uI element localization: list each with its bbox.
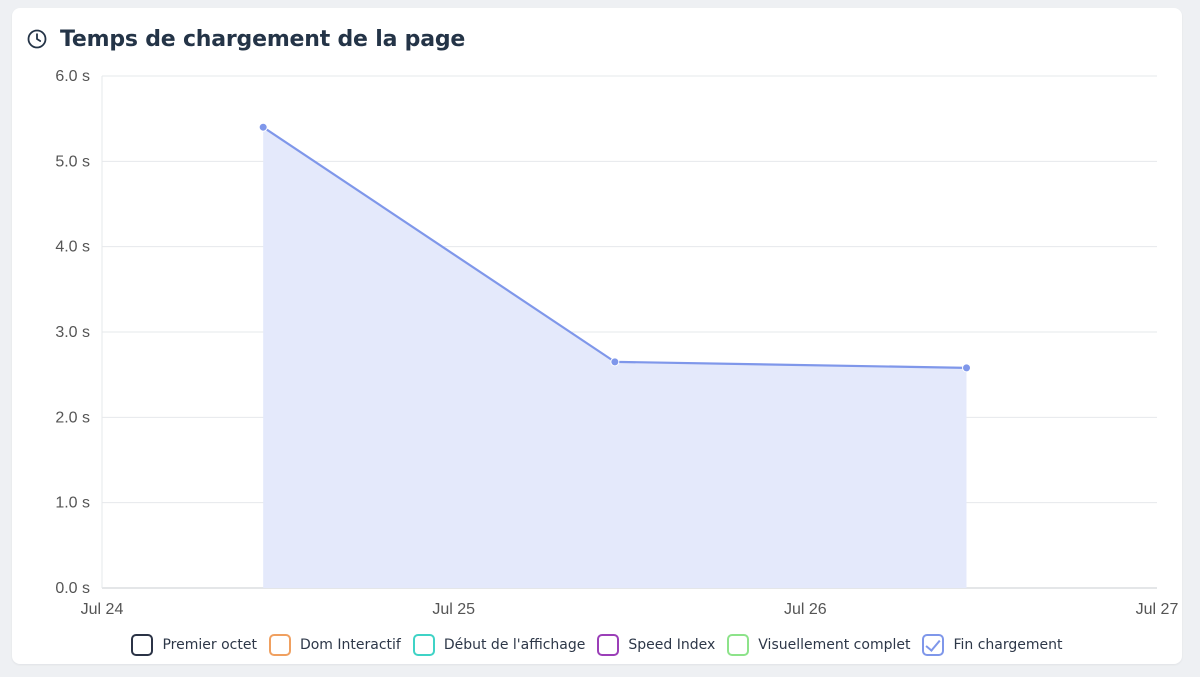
chart-card: Temps de chargement de la page 0.0 s 1.0 … — [12, 8, 1182, 664]
y-tick-label: 2.0 s — [55, 409, 90, 426]
legend-item[interactable]: Début de l'affichage — [412, 634, 586, 656]
data-point — [258, 122, 268, 132]
legend-item[interactable]: Dom Interactif — [268, 634, 401, 656]
legend-label: Visuellement complet — [758, 637, 911, 653]
legend-label: Fin chargement — [953, 637, 1063, 653]
chart-title: Temps de chargement de la page — [60, 26, 466, 52]
legend-label: Speed Index — [628, 637, 716, 653]
legend-item[interactable]: Speed Index — [597, 634, 715, 656]
checkbox-icon[interactable] — [597, 634, 620, 656]
legend-item[interactable]: Fin chargement — [922, 634, 1063, 656]
data-point — [962, 363, 972, 373]
checkbox-icon[interactable] — [412, 634, 435, 656]
series-area-fin-chargement — [263, 127, 967, 588]
load-time-chart: 0.0 s 1.0 s 2.0 s 3.0 s 4.0 s 5.0 s 6.0 s Jul 2… — [55, 68, 1179, 618]
y-tick-label: 6.0 s — [55, 68, 90, 85]
x-tick-label: Jul 27 — [1136, 601, 1179, 618]
y-tick-label: 5.0 s — [55, 153, 90, 170]
legend-item[interactable]: Visuellement complet — [727, 634, 910, 656]
card-header: Temps de chargement de la page — [26, 24, 465, 54]
clock-icon — [26, 28, 48, 50]
x-tick-label: Jul 25 — [432, 601, 475, 618]
checkmark-icon — [925, 636, 942, 652]
x-tick-label: Jul 26 — [784, 601, 827, 618]
checkbox-checked-icon[interactable] — [922, 634, 945, 656]
checkbox-icon[interactable] — [727, 634, 750, 656]
legend-label: Premier octet — [162, 637, 257, 653]
checkbox-icon[interactable] — [268, 634, 291, 656]
y-tick-label: 4.0 s — [55, 239, 90, 256]
y-tick-label: 0.0 s — [55, 580, 90, 597]
y-tick-label: 3.0 s — [55, 324, 90, 341]
x-tick-label: Jul 24 — [81, 601, 124, 618]
checkbox-icon[interactable] — [131, 634, 154, 656]
y-tick-label: 1.0 s — [55, 495, 90, 512]
legend-label: Dom Interactif — [299, 637, 401, 653]
legend-item[interactable]: Premier octet — [131, 634, 257, 656]
data-point — [610, 357, 620, 367]
legend-label: Début de l'affichage — [443, 637, 586, 653]
chart-legend: Premier octet Dom Interactif Début de l'af… — [12, 634, 1182, 656]
